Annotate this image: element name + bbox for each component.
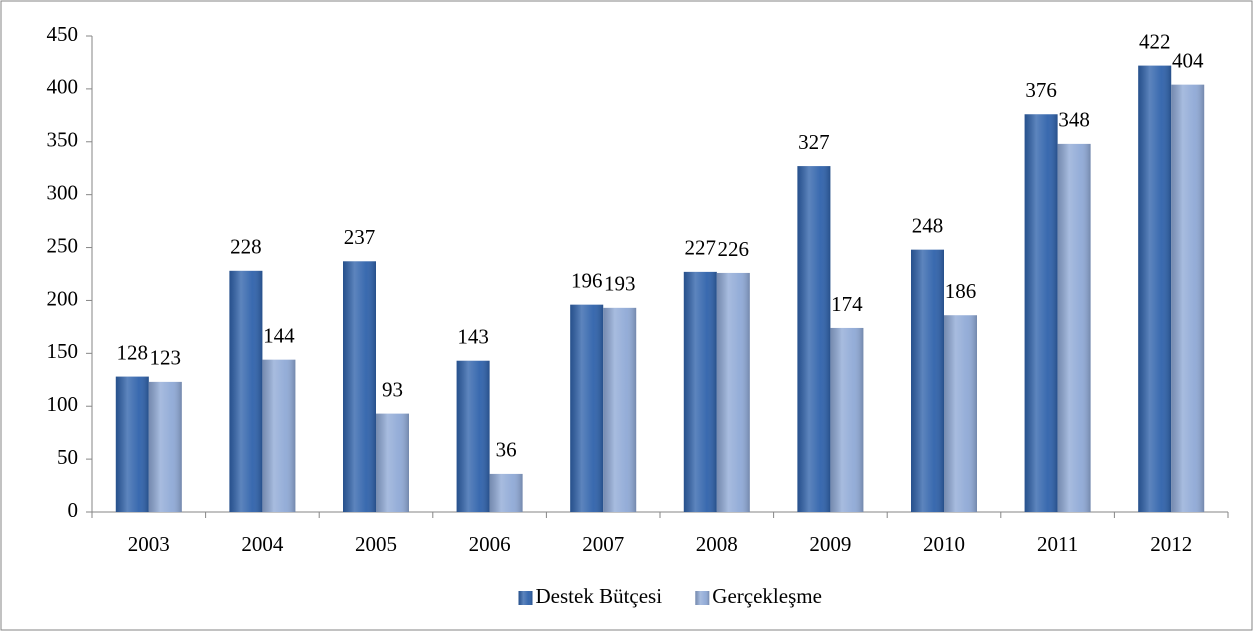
y-tick-label: 450 xyxy=(47,22,79,46)
bar-shine xyxy=(343,261,376,512)
x-tick-label: 2011 xyxy=(1037,532,1078,556)
value-label: 186 xyxy=(945,279,977,303)
bar-shine xyxy=(262,359,296,512)
value-label: 128 xyxy=(117,340,149,364)
bar-shine xyxy=(1024,114,1058,512)
value-label: 143 xyxy=(457,325,489,349)
bar-shine xyxy=(456,360,490,512)
bar-shine xyxy=(489,473,523,512)
bar-shine xyxy=(115,376,149,512)
y-tick-label: 150 xyxy=(47,339,79,363)
bar-shine xyxy=(830,327,864,512)
y-tick-label: 350 xyxy=(47,128,79,152)
value-label: 193 xyxy=(604,272,636,296)
value-label: 228 xyxy=(230,235,262,259)
legend-label: Destek Bütçesi xyxy=(536,584,663,608)
y-tick-label: 100 xyxy=(47,392,79,416)
y-tick-label: 50 xyxy=(57,445,78,469)
value-label: 93 xyxy=(382,377,403,401)
bar-shine xyxy=(229,270,263,512)
bar-shine xyxy=(603,307,637,512)
x-tick-label: 2003 xyxy=(128,532,170,556)
bar-shine xyxy=(683,271,717,512)
x-tick-label: 2008 xyxy=(696,532,738,556)
value-label: 226 xyxy=(718,237,750,261)
bar-shine xyxy=(716,272,750,512)
bar-shine xyxy=(797,166,831,512)
legend-swatch-shine xyxy=(695,591,710,605)
x-tick-label: 2009 xyxy=(809,532,851,556)
value-label: 227 xyxy=(685,236,717,260)
value-label: 376 xyxy=(1025,78,1057,102)
value-label: 196 xyxy=(571,268,603,292)
y-tick-label: 0 xyxy=(68,498,79,522)
x-tick-label: 2006 xyxy=(469,532,511,556)
x-tick-label: 2004 xyxy=(241,532,284,556)
bar-shine xyxy=(376,413,409,512)
value-label: 36 xyxy=(496,438,517,462)
bar-shine xyxy=(1057,143,1091,513)
bar-shine xyxy=(570,304,604,512)
x-tick-label: 2010 xyxy=(923,532,965,556)
bar-shine xyxy=(1138,65,1172,513)
bar-shine xyxy=(944,315,977,512)
legend-swatch-shine xyxy=(518,591,533,605)
legend-label: Gerçekleşme xyxy=(712,584,822,608)
y-tick-label: 300 xyxy=(47,180,79,204)
bar-shine xyxy=(911,249,944,512)
value-label: 422 xyxy=(1139,29,1171,53)
y-tick-label: 200 xyxy=(47,286,79,310)
x-tick-label: 2005 xyxy=(355,532,397,556)
value-label: 144 xyxy=(263,323,295,347)
x-tick-label: 2007 xyxy=(582,532,624,556)
value-label: 348 xyxy=(1058,108,1090,132)
value-label: 237 xyxy=(344,225,376,249)
value-label: 123 xyxy=(150,346,182,370)
y-tick-label: 400 xyxy=(47,75,79,99)
value-label: 174 xyxy=(831,292,863,316)
value-label: 327 xyxy=(798,130,830,154)
bar-shine xyxy=(148,381,182,512)
y-tick-label: 250 xyxy=(47,233,79,257)
bar-shine xyxy=(1171,84,1205,512)
value-label: 404 xyxy=(1172,48,1204,72)
value-label: 248 xyxy=(912,213,944,237)
x-tick-label: 2012 xyxy=(1150,532,1192,556)
